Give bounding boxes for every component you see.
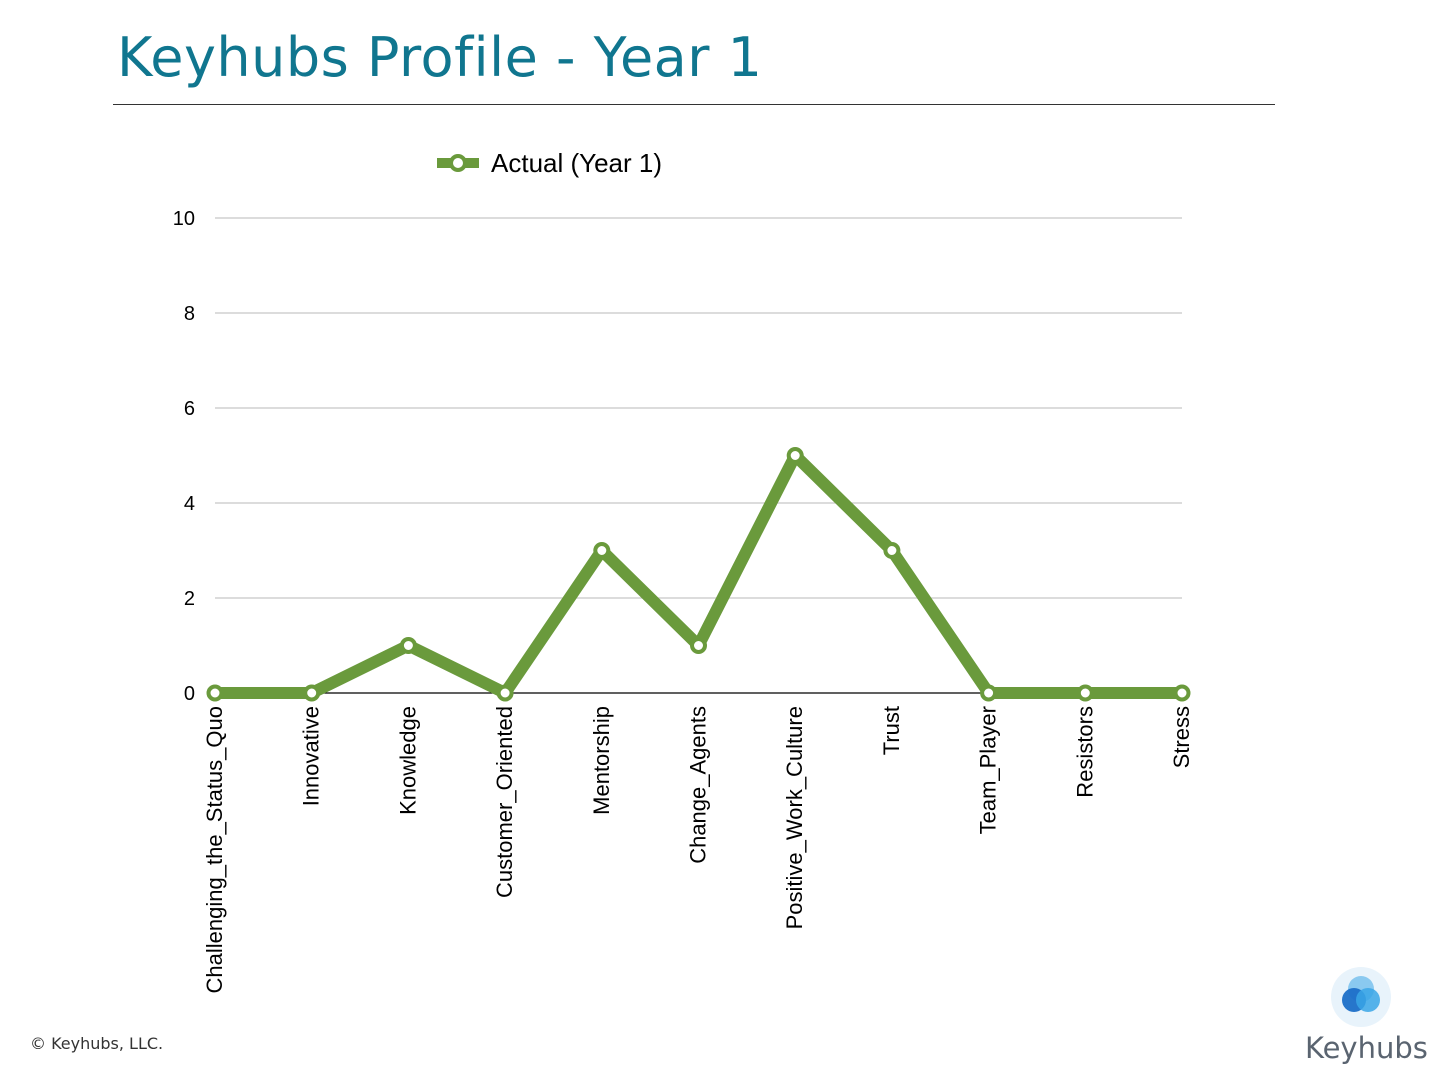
data-point xyxy=(1173,684,1191,702)
x-tick-label: Innovative xyxy=(299,706,324,806)
data-point xyxy=(593,542,611,559)
slide-title: Keyhubs Profile - Year 1 xyxy=(117,26,763,89)
legend-swatch-marker xyxy=(449,154,467,172)
data-point xyxy=(690,637,707,654)
data-point xyxy=(303,684,321,702)
x-tick-label: Knowledge xyxy=(395,706,420,815)
keyhubs-logo-icon xyxy=(1331,967,1391,1027)
x-tick-label: Team_Player xyxy=(976,706,1001,834)
series-line xyxy=(209,449,1188,699)
data-point xyxy=(496,684,514,702)
data-point xyxy=(399,637,417,654)
data-point xyxy=(206,684,224,702)
y-tick-label: 2 xyxy=(184,588,195,610)
x-tick-label: Challenging_the_Status_Quo xyxy=(202,706,227,993)
data-point xyxy=(1076,684,1094,702)
y-tick-label: 4 xyxy=(184,493,195,515)
copyright-notice: © Keyhubs, LLC. xyxy=(30,1034,164,1053)
brand-name: Keyhubs xyxy=(1305,1031,1428,1065)
y-tick-label: 8 xyxy=(184,303,195,325)
y-tick-label: 6 xyxy=(184,398,195,420)
x-tick-label: Trust xyxy=(879,706,904,755)
data-point xyxy=(980,684,998,702)
x-tick-label: Change_Agents xyxy=(686,706,711,864)
data-point xyxy=(883,542,901,559)
y-tick-label: 0 xyxy=(184,683,195,705)
x-tick-label: Mentorship xyxy=(589,706,614,815)
x-tick-label: Stress xyxy=(1169,706,1194,768)
legend-label: Actual (Year 1) xyxy=(491,148,662,178)
x-tick-label: Customer_Oriented xyxy=(492,706,517,898)
y-tick-label: 10 xyxy=(173,208,195,230)
data-point xyxy=(786,447,804,464)
x-tick-label: Resistors xyxy=(1072,706,1097,798)
title-divider xyxy=(113,104,1275,105)
x-tick-label: Positive_Work_Culture xyxy=(782,706,807,929)
